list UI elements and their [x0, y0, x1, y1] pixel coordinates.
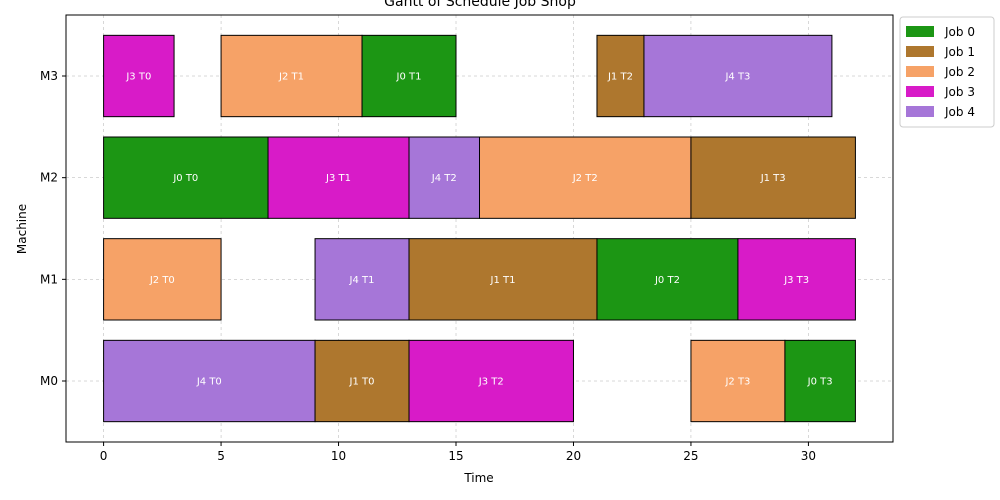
task-bar-rect: [220, 34, 363, 118]
task-bar: J3 T3: [737, 238, 856, 321]
task-bar-label: J2 T2: [572, 173, 598, 184]
task-bar-rect: [737, 238, 856, 321]
task-bar-label: J1 T0: [349, 377, 375, 388]
task-bar: J0 T1: [361, 34, 457, 118]
task-bar: J1 T2: [596, 34, 645, 118]
task-bar-label: J1 T1: [490, 275, 516, 286]
task-bar: J2 T2: [479, 136, 692, 219]
task-bar: J3 T1: [267, 136, 410, 219]
legend-swatch: [906, 66, 934, 77]
legend-item: Job 3: [906, 85, 975, 99]
task-bar-label: J3 T1: [325, 173, 351, 184]
x-tick-label: 10: [331, 449, 346, 463]
task-bar-rect: [479, 136, 692, 219]
task-bar-rect: [408, 339, 574, 423]
task-bar-rect: [103, 34, 175, 118]
task-bar: J4 T0: [103, 339, 316, 423]
task-bar-label: J3 T3: [783, 275, 809, 286]
task-bar-label: J1 T3: [760, 173, 786, 184]
x-tick-label: 0: [100, 449, 108, 463]
y-tick-label: M3: [40, 69, 58, 83]
task-bar-label: J2 T3: [724, 377, 750, 388]
legend: Job 0 Job 1 Job 2 Job 3 Job 4: [899, 16, 995, 128]
task-bar-label: J4 T3: [724, 72, 750, 83]
chart-title: Gantt of Schedule Job Shop: [384, 0, 576, 10]
task-bar-rect: [408, 238, 598, 321]
legend-item: Job 2: [906, 65, 975, 79]
legend-label: Job 2: [944, 65, 975, 79]
plot-frame: [65, 14, 894, 443]
y-tick-label: M0: [40, 374, 58, 388]
task-bar: J4 T2: [408, 136, 481, 219]
legend-label: Job 4: [944, 105, 975, 119]
x-axis-ticks: 0 5 10 15 20 25 30: [100, 442, 816, 463]
legend-swatch: [906, 106, 934, 117]
x-tick-label: 5: [217, 449, 225, 463]
task-bar: J0 T2: [596, 238, 739, 321]
legend-label: Job 3: [944, 85, 975, 99]
task-bars: J4 T0 J1 T0 J3 T2 J2 T3 J0 T3 J2 T0 J4 T1 J1 T1…: [103, 34, 856, 423]
task-bar-rect: [408, 136, 481, 219]
x-tick-label: 20: [566, 449, 581, 463]
task-bar: J3 T0: [103, 34, 175, 118]
task-bar-label: J4 T2: [431, 173, 457, 184]
task-bar-rect: [596, 34, 645, 118]
task-bar-rect: [690, 339, 786, 423]
task-bar: J4 T1: [314, 238, 410, 321]
task-bar-label: J2 T0: [149, 275, 175, 286]
legend-swatch: [906, 26, 934, 37]
task-bar-rect: [361, 34, 457, 118]
task-bar-label: J3 T0: [125, 72, 151, 83]
task-bar-label: J0 T3: [807, 377, 833, 388]
task-bar-rect: [643, 34, 833, 118]
task-bar-label: J0 T2: [654, 275, 680, 286]
task-bar-rect: [314, 238, 410, 321]
legend-label: Job 0: [944, 25, 975, 39]
task-bar: J0 T3: [784, 339, 856, 423]
task-bar: J0 T0: [103, 136, 269, 219]
legend-item: Job 1: [906, 45, 975, 59]
task-bar-rect: [784, 339, 856, 423]
task-bar: J1 T0: [314, 339, 410, 423]
task-bar-rect: [267, 136, 410, 219]
task-bar-label: J1 T2: [607, 72, 633, 83]
task-bar-label: J2 T1: [278, 72, 304, 83]
y-axis-ticks: M0 M1 M2 M3: [40, 69, 66, 388]
y-tick-label: M1: [40, 272, 58, 286]
task-bar-label: J0 T0: [172, 173, 198, 184]
task-bar-label: J0 T1: [396, 72, 422, 83]
legend-box: [899, 16, 995, 128]
y-tick-label: M2: [40, 171, 58, 185]
task-bar-rect: [690, 136, 856, 219]
x-tick-label: 30: [801, 449, 816, 463]
legend-label: Job 1: [944, 45, 975, 59]
task-bar-rect: [103, 238, 222, 321]
task-bar-rect: [103, 339, 316, 423]
task-bar: J2 T1: [220, 34, 363, 118]
task-bar: J4 T3: [643, 34, 833, 118]
task-bar-label: J4 T1: [349, 275, 375, 286]
legend-item: Job 4: [906, 105, 975, 119]
task-bar: J1 T3: [690, 136, 856, 219]
task-bar: J1 T1: [408, 238, 598, 321]
task-bar-rect: [103, 136, 269, 219]
legend-swatch: [906, 86, 934, 97]
x-axis-label: Time: [463, 471, 493, 485]
task-bar-rect: [596, 238, 739, 321]
task-bar: J2 T3: [690, 339, 786, 423]
task-bar-label: J4 T0: [196, 377, 222, 388]
legend-item: Job 0: [906, 25, 975, 39]
x-tick-label: 25: [683, 449, 698, 463]
y-axis-label: Machine: [15, 204, 29, 254]
task-bar: J3 T2: [408, 339, 574, 423]
task-bar-label: J3 T2: [478, 377, 504, 388]
x-tick-label: 15: [448, 449, 463, 463]
legend-swatch: [906, 46, 934, 57]
task-bar: J2 T0: [103, 238, 222, 321]
